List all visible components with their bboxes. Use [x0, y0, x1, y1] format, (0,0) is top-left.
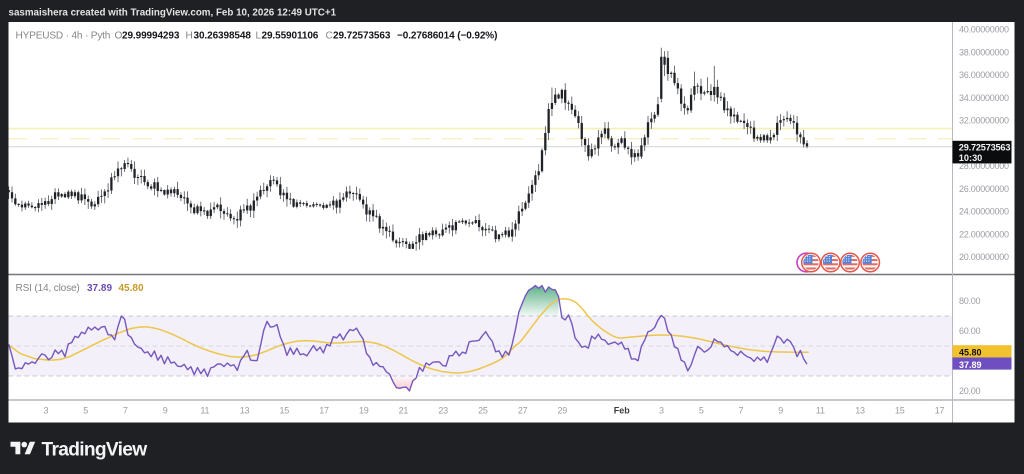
svg-text:36.00000000: 36.00000000: [959, 70, 1009, 80]
svg-text:7: 7: [739, 406, 744, 416]
svg-text:60.00: 60.00: [959, 326, 981, 336]
svg-text:45.80: 45.80: [959, 347, 982, 357]
svg-text:11: 11: [200, 406, 209, 416]
svg-text:15: 15: [895, 406, 905, 416]
svg-text:−0.27686014 (−0.92%): −0.27686014 (−0.92%): [397, 31, 497, 42]
svg-text:29.72573563: 29.72573563: [333, 31, 391, 42]
svg-text:29: 29: [558, 406, 568, 416]
svg-text:10:30: 10:30: [959, 153, 983, 163]
svg-text:29.55901106: 29.55901106: [262, 31, 319, 42]
svg-text:26.00000000: 26.00000000: [959, 184, 1009, 194]
svg-text:20.00: 20.00: [959, 386, 981, 396]
svg-text:20.00000000: 20.00000000: [959, 252, 1009, 262]
svg-text:21: 21: [399, 406, 409, 416]
svg-text:3: 3: [659, 406, 664, 416]
svg-text:RSI (14, close): RSI (14, close): [16, 283, 80, 294]
svg-text:37.89: 37.89: [87, 283, 112, 294]
svg-text:29.99994293: 29.99994293: [122, 31, 180, 42]
svg-text:37.89: 37.89: [959, 360, 982, 370]
svg-text:O: O: [115, 31, 123, 42]
svg-text:28.00000000: 28.00000000: [959, 161, 1009, 171]
svg-text:Feb: Feb: [614, 406, 631, 416]
svg-text:17: 17: [319, 406, 329, 416]
svg-text:TradingView: TradingView: [42, 439, 148, 460]
svg-text:13: 13: [855, 406, 865, 416]
svg-text:34.00000000: 34.00000000: [959, 93, 1009, 103]
svg-text:25: 25: [478, 406, 488, 416]
svg-text:L: L: [256, 31, 262, 42]
svg-text:C: C: [326, 31, 333, 42]
svg-text:7: 7: [123, 406, 128, 416]
svg-text:5: 5: [83, 406, 88, 416]
svg-text:29.72573563: 29.72573563: [959, 142, 1011, 152]
svg-text:17: 17: [935, 406, 945, 416]
svg-text:13: 13: [240, 406, 250, 416]
svg-text:27: 27: [518, 406, 528, 416]
svg-text:23: 23: [438, 406, 448, 416]
svg-text:24.00000000: 24.00000000: [959, 207, 1009, 217]
svg-text:15: 15: [279, 406, 289, 416]
svg-text:22.00000000: 22.00000000: [959, 229, 1009, 239]
svg-text:HYPEUSD · 4h · Pyth: HYPEUSD · 4h · Pyth: [16, 31, 111, 42]
svg-text:11: 11: [816, 406, 825, 416]
svg-text:9: 9: [163, 406, 168, 416]
svg-text:40.00000000: 40.00000000: [959, 25, 1009, 35]
svg-text:38.00000000: 38.00000000: [959, 48, 1009, 58]
svg-text:9: 9: [778, 406, 783, 416]
svg-text:32.00000000: 32.00000000: [959, 116, 1009, 126]
svg-text:H: H: [186, 31, 193, 42]
svg-text:19: 19: [359, 406, 369, 416]
svg-text:80.00: 80.00: [959, 296, 981, 306]
svg-text:3: 3: [44, 406, 49, 416]
svg-text:sasmaishera created with Tradi: sasmaishera created with TradingView.com…: [9, 7, 337, 18]
svg-text:5: 5: [699, 406, 704, 416]
svg-text:30.26398548: 30.26398548: [194, 31, 252, 42]
svg-text:45.80: 45.80: [119, 283, 144, 294]
